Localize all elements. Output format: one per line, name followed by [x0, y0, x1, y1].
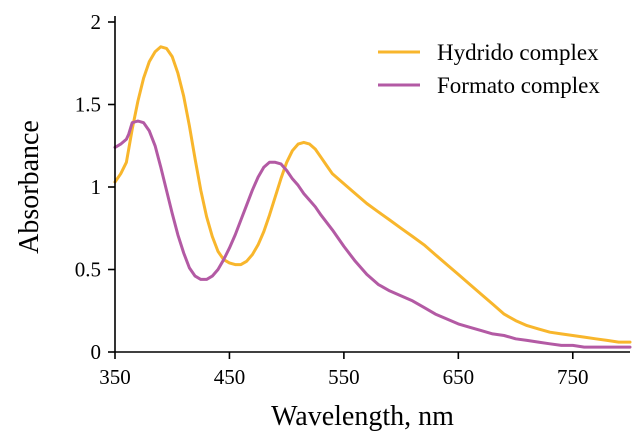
x-tick-label: 550 — [328, 365, 360, 389]
x-tick-label: 350 — [99, 365, 131, 389]
axes-layer — [114, 16, 630, 353]
x-tick-label: 450 — [214, 365, 246, 389]
legend-label: Formato complex — [437, 73, 600, 98]
series-layer — [113, 45, 632, 349]
x-tick-label: 650 — [443, 365, 475, 389]
y-tick-label: 0.5 — [75, 258, 101, 282]
x-axis-title: Wavelength, nm — [271, 401, 454, 432]
y-axis-title: Absorbance — [14, 120, 45, 254]
x-tick-label: 750 — [557, 365, 589, 389]
y-tick-label: 0 — [91, 340, 102, 364]
series-line-formato-complex — [113, 119, 632, 349]
ticks-layer: 0 0.5 1 1.5 2 350 450 550 650 750 — [75, 10, 589, 389]
y-tick-label: 1.5 — [75, 93, 101, 117]
legend: Hydrido complex Formato complex — [378, 40, 600, 98]
y-tick-label: 2 — [91, 10, 102, 34]
y-tick-label: 1 — [91, 175, 102, 199]
series-line-hydrido-complex — [113, 45, 632, 344]
legend-label: Hydrido complex — [437, 40, 599, 65]
